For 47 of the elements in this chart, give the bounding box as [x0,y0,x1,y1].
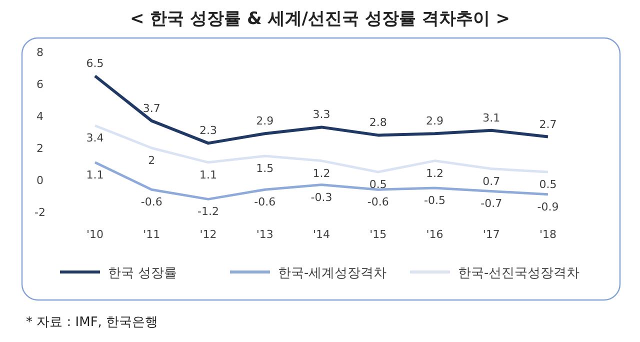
data-label: 0.5 [539,178,557,191]
data-label: -0.6 [367,196,389,209]
data-label: 1.2 [312,166,330,180]
x-tick-label: '14 [312,228,330,241]
data-label: 2.9 [426,114,444,128]
data-label: 2.9 [256,114,274,128]
legend-label: 한국-세계성장격차 [278,266,387,281]
x-tick-label: '12 [200,228,217,241]
x-tick-label: '18 [539,228,557,241]
data-label: 2 [148,154,156,167]
data-label: 1.1 [200,168,217,182]
x-tick-label: '11 [143,228,160,241]
y-tick-label: -2 [34,206,46,219]
data-label: 1.1 [86,168,104,182]
y-tick-label: 6 [36,78,44,91]
data-label: 3.1 [482,111,500,124]
chart-title: < 한국 성장률 & 세계/선진국 성장률 격차추이 > [130,9,510,29]
data-label: 1.2 [426,166,444,180]
data-label: 3.7 [142,102,160,115]
data-label: 6.5 [86,57,104,70]
x-tick-label: '15 [370,228,387,241]
data-label: -0.5 [424,194,446,207]
data-label: -1.2 [198,205,219,218]
data-label: 0.5 [369,178,387,191]
data-label: -0.9 [537,200,559,214]
legend-label: 한국 성장률 [108,266,178,281]
data-label: 3.4 [86,132,104,145]
y-tick-label: 0 [36,174,44,187]
data-label: 1.5 [256,162,274,175]
data-label: -0.6 [254,196,276,209]
data-label: 2.7 [539,118,557,131]
y-tick-label: 2 [36,142,44,155]
data-label: -0.3 [310,190,332,204]
y-tick-label: 8 [36,46,44,59]
text: * 자료 : IMF, 한국은행 [26,315,158,330]
data-label: 0.7 [482,174,500,188]
data-label: -0.7 [480,197,502,210]
x-tick-label: '10 [86,228,104,241]
y-tick-label: 4 [36,110,44,123]
x-tick-label: '17 [482,228,500,241]
legend-label: 한국-선진국성장격차 [458,266,580,281]
data-label: 3.3 [312,108,330,122]
x-tick-label: '16 [426,228,444,241]
data-label: 2.8 [369,116,387,130]
x-tick-label: '13 [256,228,274,241]
data-label: 2.3 [200,124,217,138]
data-label: -0.6 [140,196,162,209]
